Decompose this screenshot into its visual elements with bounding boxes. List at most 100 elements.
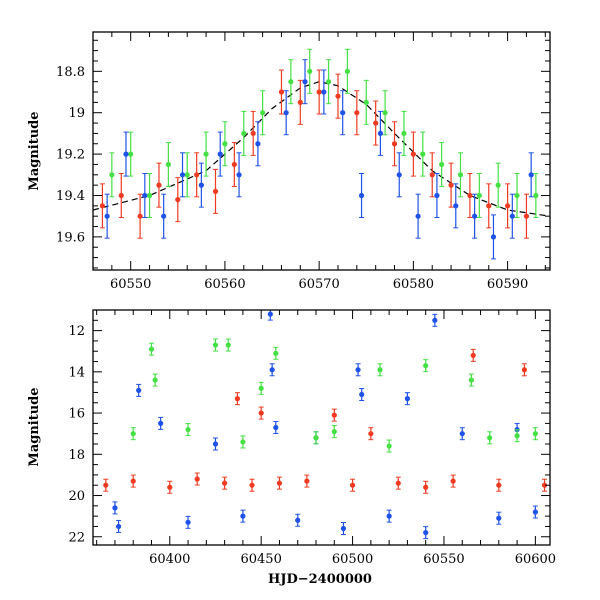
top-blue-point (434, 172, 440, 218)
top-blue-point (377, 110, 383, 156)
top-y-tick-label: 18.8 (56, 65, 85, 80)
top-blue-point (104, 193, 110, 239)
top-blue-point (302, 59, 308, 105)
bottom-y-tick-label: 14 (68, 365, 85, 380)
top-blue-point (179, 152, 186, 198)
top-green-point (184, 152, 190, 198)
top-green-point (495, 162, 501, 208)
bottom-green-point (225, 338, 231, 352)
top-red-point (297, 79, 303, 125)
top-green-point (382, 90, 388, 136)
top-blue-point (161, 193, 167, 239)
top-red-point (429, 152, 435, 198)
top-plot-area (93, 48, 550, 260)
bottom-green-point (313, 431, 319, 445)
top-x-tick-label: 60590 (487, 277, 528, 292)
top-green-point (439, 141, 445, 187)
bottom-y-tick-label: 16 (68, 407, 85, 422)
bottom-red-point (395, 476, 401, 490)
bottom-red-point (521, 363, 528, 377)
bottom-blue-point (240, 509, 246, 523)
bottom-green-point (258, 381, 264, 395)
bottom-green-point (148, 342, 155, 356)
bottom-y-tick-label: 20 (68, 489, 85, 504)
bottom-panel-data-points (103, 310, 548, 540)
top-green-point (203, 131, 209, 177)
top-green-point (401, 110, 407, 156)
top-green-point (128, 131, 134, 177)
bottom-green-point (386, 439, 392, 453)
top-red-point (175, 177, 181, 223)
bottom-red-point (496, 478, 502, 492)
top-x-tick-label: 60560 (204, 277, 245, 292)
bottom-green-point (468, 373, 474, 387)
bottom-blue-point (532, 505, 538, 519)
bottom-blue-point (432, 313, 438, 327)
bottom-red-point (331, 408, 337, 422)
top-red-point (316, 69, 322, 115)
top-green-point (325, 59, 332, 105)
bottom-red-point (450, 474, 456, 488)
bottom-blue-point (136, 383, 142, 397)
top-red-point (354, 90, 360, 136)
bottom-y-tick-label: 12 (68, 324, 85, 339)
top-red-point (99, 183, 106, 229)
top-x-tick-label: 60570 (298, 277, 339, 292)
bottom-green-point (514, 429, 520, 443)
top-green-point (533, 172, 539, 218)
bottom-red-point (103, 478, 109, 492)
top-blue-point (509, 193, 515, 239)
bottom-green-point (273, 346, 279, 360)
bottom-red-point (258, 406, 264, 420)
top-y-tick-label: 19 (68, 106, 85, 121)
top-red-point (391, 121, 398, 167)
top-red-point (467, 172, 473, 218)
bottom-red-point (423, 480, 429, 494)
top-green-point (344, 48, 351, 94)
top-blue-point (358, 172, 365, 218)
top-red-point (212, 168, 219, 214)
top-x-tick-label: 60550 (110, 277, 151, 292)
bottom-green-point (487, 431, 493, 445)
top-panel-frame (92, 31, 551, 271)
bottom-red-point (222, 476, 228, 490)
bottom-blue-point (112, 501, 118, 515)
bottom-blue-point (340, 522, 347, 536)
top-green-point (420, 131, 426, 177)
bottom-green-point (212, 338, 219, 352)
top-blue-point (217, 131, 223, 177)
bottom-green-point (423, 359, 429, 373)
bottom-x-tick-label: 60400 (149, 552, 190, 567)
top-blue-point (340, 90, 346, 136)
top-red-point (373, 100, 379, 146)
bottom-red-point (234, 392, 241, 406)
top-axes-box (92, 31, 551, 271)
top-blue-point (415, 193, 421, 239)
top-y-tick-label: 19.4 (56, 189, 85, 204)
bottom-blue-point (459, 427, 465, 441)
bottom-plot-area (103, 310, 548, 540)
top-green-point (260, 90, 266, 136)
bottom-blue-point (273, 421, 279, 434)
top-red-point (486, 183, 492, 229)
bottom-x-tick-label: 60500 (332, 552, 373, 567)
bottom-red-point (368, 427, 374, 441)
bottom-green-point (152, 373, 158, 387)
bottom-y-tick-label: 22 (68, 530, 85, 545)
top-red-point (156, 162, 162, 208)
bottom-blue-point (115, 519, 122, 533)
top-blue-point (255, 121, 261, 167)
top-red-point (118, 172, 124, 218)
top-y-tick-label: 19.6 (56, 230, 85, 245)
top-green-point (363, 79, 369, 125)
bottom-red-point (349, 478, 356, 492)
bottom-green-point (377, 363, 383, 377)
top-blue-point (472, 193, 478, 239)
top-green-point (457, 152, 464, 198)
bottom-red-point (470, 348, 476, 362)
bottom-panel: Magnitude HJD−2400000 60400 60450 60500 605… (27, 309, 556, 587)
bottom-red-point (541, 478, 548, 492)
bottom-x-tick-label: 60600 (515, 552, 556, 567)
bottom-red-point (194, 472, 200, 486)
top-green-point (165, 141, 171, 187)
